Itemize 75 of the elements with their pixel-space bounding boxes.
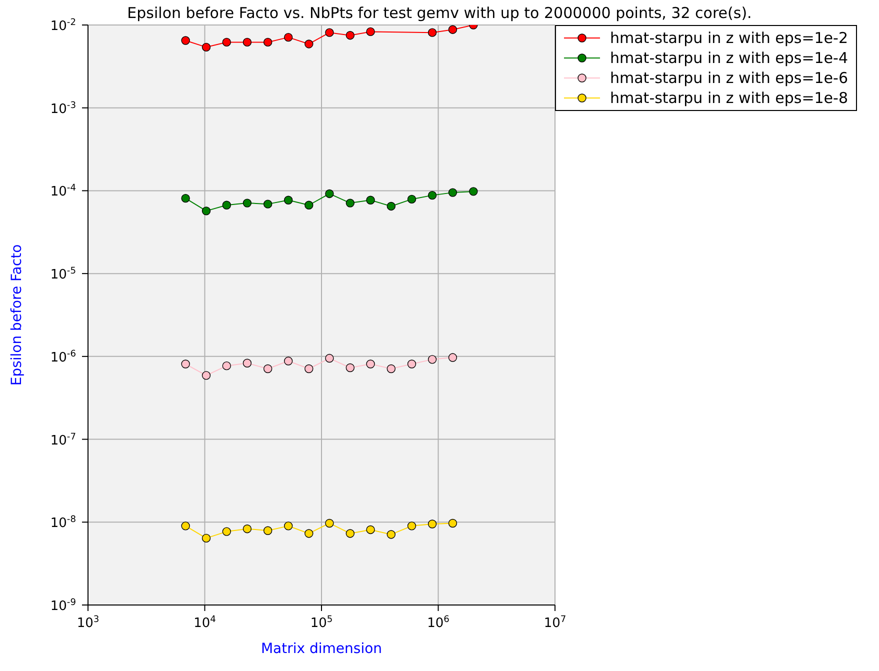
point	[346, 529, 355, 538]
point	[181, 194, 190, 203]
point	[448, 353, 458, 362]
x-tick-label: 10$^{6}$	[427, 615, 450, 631]
point	[407, 360, 416, 368]
point	[428, 520, 437, 528]
point	[428, 28, 437, 37]
point	[366, 196, 375, 204]
point	[202, 371, 211, 380]
y-tick-label: 10$^{-2}$	[50, 18, 76, 34]
point	[284, 32, 293, 42]
legend-label: hmat-starpu in z with eps=1e-6	[610, 68, 848, 88]
point	[263, 364, 272, 374]
point	[428, 190, 437, 200]
legend-label: hmat-starpu in z with eps=1e-2	[610, 28, 848, 48]
point	[448, 188, 458, 197]
point	[284, 522, 293, 530]
point	[386, 530, 396, 539]
point	[469, 187, 478, 196]
point	[263, 38, 272, 47]
legend-label: hmat-starpu in z with eps=1e-8	[610, 88, 848, 108]
point	[222, 200, 231, 210]
y-tick-label: 10$^{-7}$	[50, 432, 76, 448]
point	[222, 361, 231, 370]
x-tick-label: 10$^{5}$	[310, 615, 333, 631]
point	[325, 28, 334, 37]
y-axis-title: Epsilon before Facto	[8, 244, 25, 386]
legend-label: hmat-starpu in z with eps=1e-4	[610, 48, 848, 68]
y-tick-label: 10$^{-9}$	[50, 598, 76, 614]
point	[407, 522, 416, 530]
point	[242, 358, 252, 368]
point	[304, 40, 314, 48]
chart-title: Epsilon before Facto vs. NbPts for test gemv with up to 2000000 points, 32 core(s).	[127, 4, 752, 22]
point	[242, 38, 252, 47]
point	[181, 360, 190, 368]
point	[448, 518, 458, 528]
point	[325, 518, 334, 528]
point	[366, 360, 375, 368]
point	[181, 36, 190, 45]
point	[222, 527, 231, 536]
point	[366, 525, 375, 534]
point	[346, 31, 355, 40]
point	[242, 198, 252, 208]
point	[428, 355, 437, 364]
point	[325, 354, 334, 363]
y-tick-label: 10$^{-3}$	[50, 100, 76, 117]
y-tick-label: 10$^{-4}$	[50, 184, 76, 200]
y-tick-label: 10$^{-6}$	[50, 349, 76, 366]
point	[448, 25, 458, 34]
x-axis-title: Matrix dimension	[260, 641, 382, 657]
x-tick-label: 10$^{3}$	[76, 615, 100, 631]
point	[181, 522, 190, 530]
point	[304, 364, 314, 374]
point	[346, 198, 355, 208]
point	[202, 206, 211, 216]
point	[263, 200, 272, 208]
y-tick-label: 10$^{-5}$	[50, 266, 76, 283]
y-tick-label: 10$^{-8}$	[50, 515, 76, 532]
point	[284, 356, 293, 366]
point	[346, 363, 355, 372]
point	[263, 526, 272, 535]
point	[386, 202, 396, 211]
x-tick-label: 10$^{4}$	[194, 615, 216, 631]
point	[325, 189, 334, 198]
point	[386, 364, 396, 374]
point	[304, 529, 314, 538]
point	[304, 200, 314, 210]
point	[242, 524, 252, 534]
point	[407, 194, 416, 204]
point	[222, 38, 231, 47]
point	[202, 42, 211, 52]
x-tick-label: 10$^{7}$	[544, 615, 566, 631]
point	[202, 534, 211, 543]
point	[284, 196, 293, 204]
point	[366, 27, 375, 36]
